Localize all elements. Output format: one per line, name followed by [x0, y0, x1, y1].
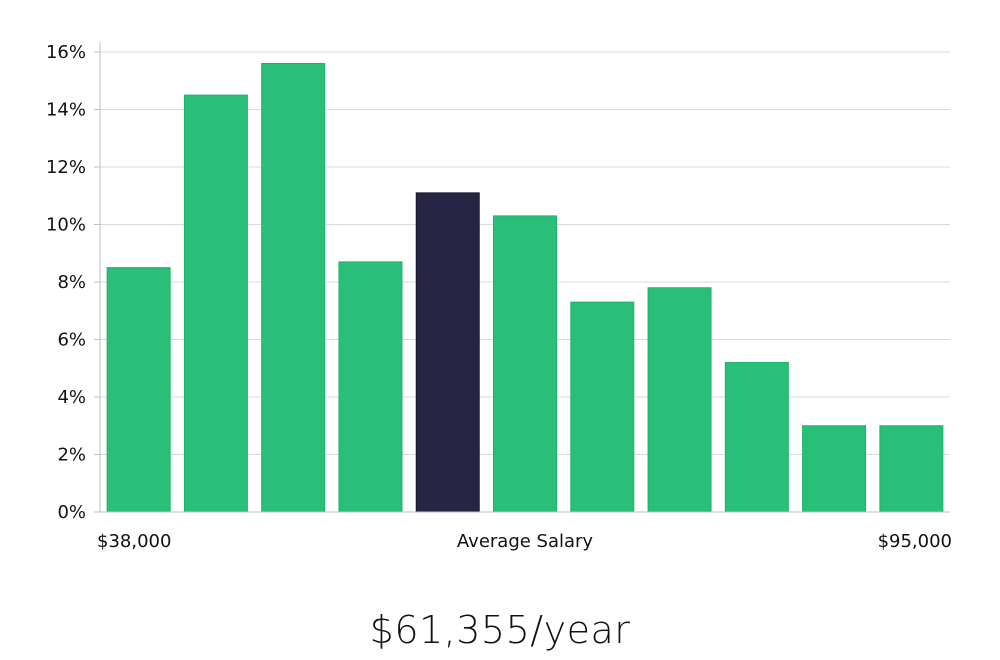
y-tick-label: 2% [57, 445, 86, 466]
bar [261, 63, 326, 513]
bar [570, 301, 635, 513]
bar [647, 287, 712, 513]
y-tick-label: 4% [57, 387, 86, 408]
bar [802, 425, 867, 513]
y-tick-label: 0% [57, 502, 86, 523]
x-center-label: Average Salary [457, 531, 594, 552]
x-max-label: $95,000 [878, 531, 952, 552]
bar [493, 215, 557, 513]
x-min-label: $38,000 [97, 531, 171, 552]
bars [106, 63, 944, 513]
bar [183, 94, 248, 513]
y-axis-ticks: 0% 2% 4% 6% 8% 10% 12% 14% 16% [46, 42, 100, 523]
y-tick-label: 10% [46, 215, 86, 236]
y-tick-label: 12% [46, 157, 86, 178]
y-tick-label: 8% [57, 272, 86, 293]
bar [724, 362, 789, 513]
y-tick-label: 16% [46, 42, 86, 63]
bar [106, 267, 171, 513]
bar-average [415, 192, 480, 513]
y-tick-label: 6% [57, 330, 86, 351]
bar [879, 425, 944, 513]
bar [338, 261, 403, 513]
average-salary-value: $61,355/year [369, 608, 631, 652]
y-tick-label: 14% [46, 100, 86, 121]
